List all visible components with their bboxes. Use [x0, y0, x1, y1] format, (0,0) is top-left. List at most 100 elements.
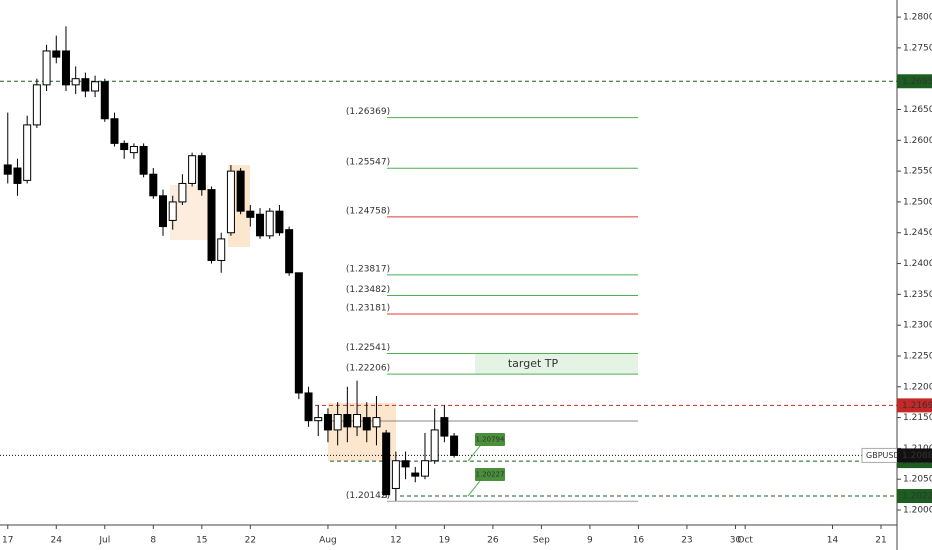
candle-body	[236, 170, 245, 212]
y-tick-label: 1.26500	[903, 105, 932, 115]
candle-body	[353, 414, 362, 428]
x-tick-label: 21	[875, 536, 886, 546]
y-tick-label: 1.22000	[903, 382, 932, 392]
candle-body	[207, 189, 216, 261]
candle-body	[450, 435, 459, 456]
marker-label: 1.20227	[902, 492, 932, 502]
x-tick-label: 8	[150, 536, 156, 546]
y-tick-label: 1.25500	[903, 167, 932, 177]
candle-body	[188, 155, 197, 184]
x-tick-label: 12	[390, 536, 401, 546]
level-label: (1.25547)	[346, 158, 390, 168]
candle-body	[23, 124, 32, 181]
x-tick-label: 16	[633, 536, 645, 546]
candle-body	[323, 414, 332, 431]
y-tick-label: 1.26000	[903, 136, 932, 146]
level-label: (1.22206)	[346, 364, 390, 374]
candle-body	[362, 417, 371, 431]
candle-body	[333, 414, 342, 431]
current-box	[897, 448, 932, 463]
candle-body	[159, 195, 168, 228]
x-tick-label: Oct	[737, 536, 753, 546]
candle-body	[285, 229, 294, 274]
level-label: (1.23181)	[346, 304, 390, 314]
candle-body	[32, 84, 41, 126]
candle-body	[440, 417, 449, 437]
candle-body	[411, 472, 420, 477]
y-tick-label: 1.23000	[903, 321, 932, 331]
level-label: (1.23482)	[346, 285, 390, 295]
x-tick-label: 30	[730, 536, 742, 546]
candle-body	[430, 429, 439, 462]
candle-body	[91, 81, 100, 92]
candle-body	[129, 145, 138, 154]
y-tick-label: 1.28000	[903, 13, 932, 23]
level-label: (1.23817)	[346, 264, 390, 274]
y-tick-label: 1.24000	[903, 259, 932, 269]
x-tick-label: 26	[487, 536, 499, 546]
level-label: (1.20142)	[346, 491, 390, 501]
annotation-label: 1.20794	[476, 436, 505, 444]
y-tick-label: 1.25000	[903, 197, 932, 207]
candle-body	[304, 392, 313, 422]
candle-body	[382, 432, 391, 496]
x-tick-label: 19	[439, 536, 451, 546]
x-tick-label: 14	[827, 536, 839, 546]
marker-box	[897, 489, 932, 504]
candle-body	[294, 272, 303, 394]
symbol-label: GBPUSD	[866, 451, 900, 460]
candle-body	[343, 414, 352, 428]
candle-body	[110, 118, 119, 144]
y-tick-label: 1.20000	[903, 506, 932, 516]
candle-body	[314, 417, 323, 422]
level-label: (1.26369)	[346, 107, 390, 117]
y-tick-label: 1.24500	[903, 228, 932, 238]
y-tick-label: 1.23500	[903, 290, 932, 300]
annotation-box	[475, 433, 505, 446]
annotation-arrow	[467, 445, 481, 462]
candle-body	[178, 182, 187, 203]
x-tick-label: 17	[2, 536, 13, 546]
y-tick-label: 1.20500	[903, 475, 932, 485]
target-box	[475, 353, 638, 375]
marker-label: 1.26958	[902, 77, 932, 87]
candle-body	[391, 460, 400, 489]
candle-body	[149, 173, 158, 197]
x-tick-label: 9	[587, 536, 593, 546]
candle-body	[13, 167, 22, 184]
current-label: 1.20886	[902, 451, 932, 461]
marker-box	[897, 398, 932, 413]
candle-body	[372, 417, 381, 428]
x-tick-label: 15	[196, 536, 207, 546]
candle-body	[120, 142, 129, 151]
x-tick-label: 22	[245, 536, 256, 546]
x-tick-label: 24	[51, 536, 63, 546]
candle-body	[265, 210, 274, 237]
candle-body	[256, 213, 265, 237]
candle-body	[226, 170, 235, 234]
y-tick-label: 1.27500	[903, 43, 932, 53]
annotation-label: 1.20227	[476, 471, 505, 479]
candle-body	[197, 155, 206, 191]
annotation-box	[475, 468, 505, 481]
x-tick-label: Jul	[98, 536, 110, 546]
candle-body	[81, 78, 90, 92]
candle-body	[246, 210, 255, 218]
y-tick-label: 1.22500	[903, 351, 932, 361]
candle-body	[100, 81, 109, 120]
x-tick-label: 23	[681, 536, 692, 546]
annotation-arrow	[467, 480, 481, 497]
level-label: (1.24758)	[346, 206, 390, 216]
marker-label: 1.21698	[902, 401, 932, 411]
candle-body	[401, 460, 410, 468]
target-label: target TP	[508, 357, 559, 370]
candle-body	[61, 50, 70, 86]
x-tick-label: Sep	[533, 536, 550, 546]
y-tick-label: 1.21500	[903, 413, 932, 423]
candle-body	[42, 50, 51, 86]
candle-body	[420, 460, 429, 477]
candle-body	[71, 78, 80, 86]
candle-body	[52, 50, 61, 58]
candle-body	[3, 164, 12, 175]
